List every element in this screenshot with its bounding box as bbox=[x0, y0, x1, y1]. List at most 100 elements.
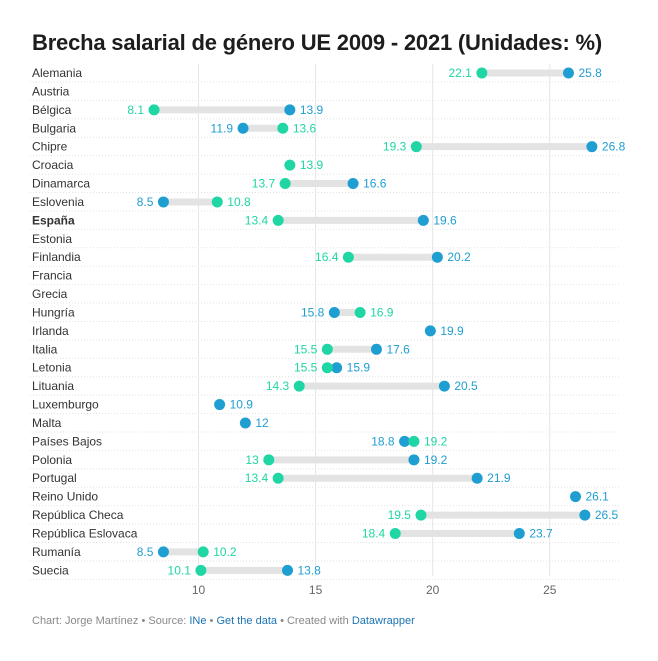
country-label: Hungría bbox=[32, 305, 75, 319]
blue-value-label: 26.5 bbox=[595, 508, 619, 522]
blue-value-label: 26.1 bbox=[586, 490, 610, 504]
green-value-label: 13.6 bbox=[293, 121, 317, 135]
blue-dot bbox=[471, 472, 483, 484]
green-dot bbox=[410, 141, 422, 153]
green-value-label: 13 bbox=[245, 453, 259, 467]
country-label: Alemania bbox=[32, 66, 82, 80]
green-value-label: 19.2 bbox=[424, 434, 448, 448]
blue-dot bbox=[424, 325, 436, 337]
blue-value-label: 26.8 bbox=[602, 140, 626, 154]
blue-dot bbox=[239, 417, 251, 429]
get-the-data-link[interactable]: Get the data bbox=[216, 615, 277, 627]
chart-footer: Chart: Jorge Martínez • Source: INe • Ge… bbox=[32, 615, 415, 627]
green-value-label: 10.2 bbox=[213, 545, 237, 559]
green-dot bbox=[293, 380, 305, 392]
blue-dot bbox=[157, 196, 169, 208]
green-value-label: 13.7 bbox=[252, 177, 276, 191]
blue-dot bbox=[570, 491, 582, 503]
blue-value-label: 8.5 bbox=[137, 545, 154, 559]
blue-dot bbox=[562, 67, 574, 79]
green-dot bbox=[277, 122, 289, 134]
blue-value-label: 8.5 bbox=[137, 195, 154, 209]
blue-dot bbox=[417, 214, 429, 226]
blue-value-label: 18.8 bbox=[371, 434, 395, 448]
green-value-label: 13.4 bbox=[245, 213, 269, 227]
country-label: Rumanía bbox=[32, 545, 81, 559]
green-dot bbox=[284, 159, 296, 171]
country-label: Estonia bbox=[32, 232, 72, 246]
green-dot bbox=[195, 564, 207, 576]
green-value-label: 22.1 bbox=[448, 66, 472, 80]
green-dot bbox=[342, 251, 354, 263]
footer-credit: Chart: Jorge Martínez bbox=[32, 615, 139, 627]
country-label: Dinamarca bbox=[32, 177, 90, 191]
datawrapper-link[interactable]: Datawrapper bbox=[351, 615, 415, 627]
green-value-label: 19.3 bbox=[383, 140, 407, 154]
blue-value-label: 20.2 bbox=[447, 250, 471, 264]
country-label: Malta bbox=[32, 416, 62, 430]
blue-value-label: 19.2 bbox=[424, 453, 448, 467]
country-label: Italia bbox=[32, 342, 58, 356]
green-dot bbox=[211, 196, 223, 208]
blue-value-label: 19.9 bbox=[440, 324, 464, 338]
x-tick-label: 20 bbox=[426, 583, 440, 597]
green-value-label: 13.4 bbox=[245, 471, 269, 485]
country-label: Irlanda bbox=[32, 324, 69, 338]
country-label: Bulgaria bbox=[32, 121, 76, 135]
green-dot bbox=[389, 528, 401, 539]
chart-title: Brecha salarial de género UE 2009 - 2021… bbox=[32, 30, 602, 55]
blue-value-label: 10.9 bbox=[230, 398, 254, 412]
blue-dot bbox=[586, 141, 598, 153]
blue-value-label: 16.6 bbox=[363, 177, 387, 191]
green-value-label: 8.1 bbox=[127, 103, 144, 117]
blue-dot bbox=[438, 380, 450, 392]
green-dot bbox=[415, 509, 427, 521]
blue-value-label: 19.6 bbox=[433, 213, 457, 227]
green-dot bbox=[272, 472, 284, 484]
country-label: Francia bbox=[32, 269, 72, 283]
country-label: España bbox=[32, 213, 75, 227]
green-value-label: 10.1 bbox=[168, 563, 192, 577]
blue-dot bbox=[214, 399, 226, 411]
green-dot bbox=[354, 306, 366, 318]
green-value-label: 13.9 bbox=[300, 158, 324, 172]
country-label: Bélgica bbox=[32, 103, 72, 117]
blue-dot bbox=[370, 343, 382, 355]
footer-separator: • bbox=[141, 615, 146, 627]
footer-created-with: Created with bbox=[286, 615, 349, 627]
country-label: Austria bbox=[32, 84, 70, 98]
green-value-label: 18.4 bbox=[362, 527, 386, 541]
blue-value-label: 11.9 bbox=[211, 121, 234, 135]
source-link[interactable]: INe bbox=[189, 615, 207, 627]
country-label: República Eslovaca bbox=[32, 527, 138, 541]
footer-separator: • bbox=[209, 615, 214, 627]
blue-dot bbox=[282, 564, 294, 576]
footer-source-label: Source: bbox=[148, 615, 187, 627]
blue-value-label: 15.9 bbox=[347, 361, 371, 375]
blue-value-label: 13.8 bbox=[298, 563, 322, 577]
green-dot bbox=[197, 546, 209, 558]
country-label: Finlandia bbox=[32, 250, 81, 264]
country-label: Croacia bbox=[32, 158, 74, 172]
blue-dot bbox=[431, 251, 443, 263]
green-dot bbox=[476, 67, 488, 79]
green-dot bbox=[408, 435, 420, 447]
blue-value-label: 12 bbox=[255, 416, 269, 430]
blue-value-label: 21.9 bbox=[487, 471, 511, 485]
country-label: Chipre bbox=[32, 140, 68, 154]
green-dot bbox=[263, 454, 275, 466]
country-label: Luxemburgo bbox=[32, 398, 99, 412]
blue-value-label: 15.8 bbox=[301, 305, 325, 319]
blue-dot bbox=[399, 435, 411, 447]
green-dot bbox=[279, 178, 291, 190]
green-value-label: 15.5 bbox=[294, 342, 318, 356]
green-value-label: 19.5 bbox=[388, 508, 412, 522]
blue-dot bbox=[328, 306, 340, 318]
country-label: Letonia bbox=[32, 361, 72, 375]
country-label: Polonia bbox=[32, 453, 72, 467]
blue-dot bbox=[347, 178, 359, 190]
blue-value-label: 23.7 bbox=[529, 527, 553, 541]
blue-dot bbox=[331, 362, 343, 374]
green-dot bbox=[272, 214, 284, 226]
